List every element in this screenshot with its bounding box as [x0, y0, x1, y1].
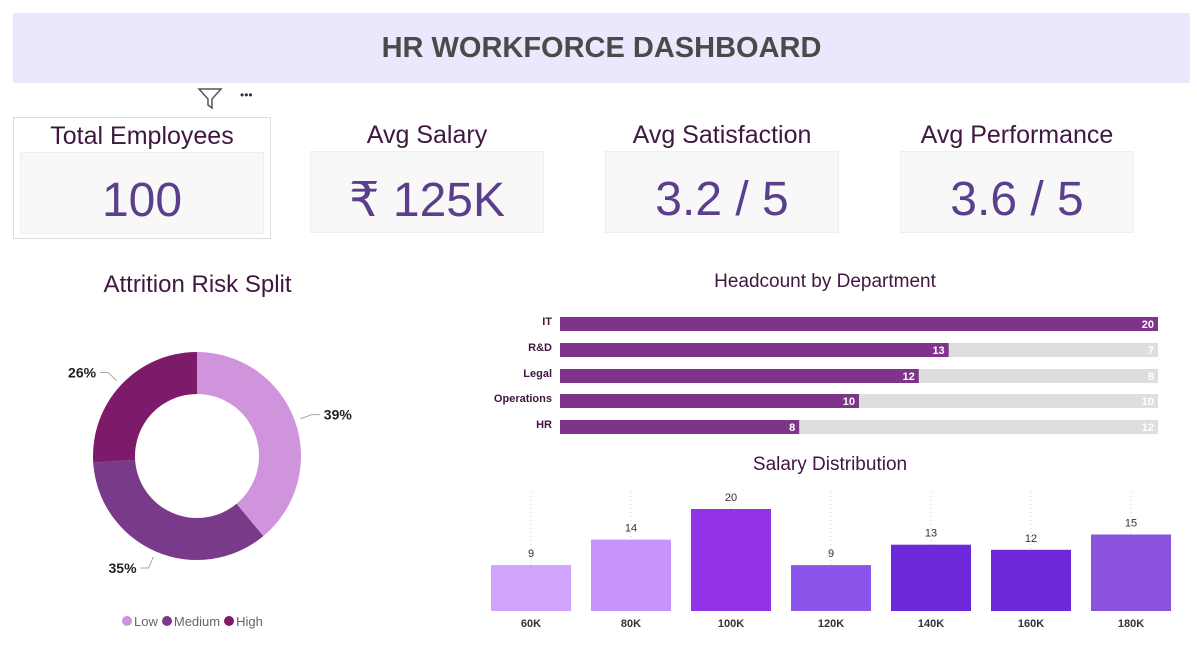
- legend-item-high[interactable]: High: [224, 614, 263, 629]
- leader-line: [300, 414, 320, 420]
- salary-value: 14: [625, 523, 637, 535]
- leader-line: [100, 371, 118, 382]
- page-title: HR WORKFORCE DASHBOARD: [381, 31, 822, 64]
- salary-bar: [791, 565, 871, 611]
- salary-tick-label: 120K: [818, 618, 844, 630]
- kpi-card-avg-salary[interactable]: Avg Salary ₹ 125K: [304, 117, 550, 237]
- headcount-bar: [560, 369, 919, 383]
- kpi-label: Avg Satisfaction: [632, 121, 812, 149]
- dashboard-header: HR WORKFORCE DASHBOARD: [13, 13, 1190, 83]
- leader-line: [140, 556, 154, 569]
- headcount-value: 12: [903, 371, 915, 383]
- remainder-value: 10: [1142, 396, 1154, 408]
- headcount-bar: [560, 317, 1158, 331]
- attrition-legend: Low Medium High: [122, 614, 263, 629]
- salary-value: 9: [528, 548, 534, 560]
- salary-bar: [491, 565, 571, 611]
- salary-bar-chart: 9 60K 14 80K 20 100K 9 120K 13 140K 12 160K 15 180K: [491, 492, 1171, 630]
- salary-bar: [991, 549, 1071, 611]
- kpi-label: Total Employees: [50, 122, 234, 150]
- donut-slice-medium: [93, 459, 264, 560]
- salary-value: 12: [1025, 533, 1037, 545]
- donut-slice-high: [93, 352, 197, 463]
- remainder-value: 8: [1148, 371, 1154, 383]
- remainder-value: 7: [1148, 345, 1154, 357]
- slice-label: 39%: [324, 407, 353, 423]
- filter-icon[interactable]: [197, 86, 223, 115]
- salary-tick-label: 80K: [621, 618, 641, 630]
- remainder-value: 12: [1142, 422, 1154, 434]
- salary-value: 20: [725, 492, 737, 504]
- salary-bar: [691, 509, 771, 611]
- kpi-label: Avg Performance: [920, 121, 1114, 149]
- headcount-bar: [560, 394, 859, 408]
- salary-tick-label: 100K: [718, 618, 744, 630]
- salary-tick-label: 140K: [918, 618, 944, 630]
- donut-slice-low: [197, 352, 301, 537]
- kpi-value: 100: [101, 174, 183, 227]
- headcount-bar: [560, 420, 800, 434]
- dept-label: Operations: [493, 393, 552, 405]
- salary-tick-label: 180K: [1118, 618, 1144, 630]
- dept-label: HR: [536, 419, 552, 431]
- kpi-value: ₹ 125K: [349, 174, 505, 227]
- salary-tick-label: 160K: [1018, 618, 1044, 630]
- headcount-value: 20: [1142, 319, 1154, 331]
- headcount-bar: [560, 343, 949, 357]
- dept-label: R&D: [528, 342, 552, 354]
- headcount-bar-chart: 20 13 7 12 8 10 10 8 12: [560, 317, 1158, 434]
- legend-item-low[interactable]: Low: [122, 614, 158, 629]
- kpi-card-avg-performance[interactable]: Avg Performance 3.6 / 5: [894, 117, 1140, 237]
- kpi-value: 3.2 / 5: [655, 173, 789, 226]
- salary-value: 13: [925, 528, 937, 540]
- dept-label: IT: [542, 316, 552, 328]
- kpi-value: 3.6 / 5: [950, 173, 1084, 226]
- kpi-card-total-employees[interactable]: Total Employees 100: [13, 117, 271, 239]
- headcount-value: 10: [843, 396, 855, 408]
- kpi-label: Avg Salary: [366, 121, 488, 149]
- salary-bar: [591, 539, 671, 611]
- headcount-value: 13: [932, 345, 944, 357]
- headcount-chart-title: Headcount by Department: [714, 271, 936, 292]
- salary-value: 15: [1125, 518, 1137, 530]
- headcount-value: 8: [789, 422, 795, 434]
- salary-chart-title: Salary Distribution: [752, 454, 908, 475]
- salary-value: 9: [828, 548, 834, 560]
- kpi-card-avg-satisfaction[interactable]: Avg Satisfaction 3.2 / 5: [599, 117, 845, 237]
- slice-label: 35%: [109, 560, 138, 576]
- attrition-chart-title: Attrition Risk Split: [103, 271, 292, 298]
- salary-bar: [1091, 534, 1171, 611]
- salary-bar: [891, 544, 971, 611]
- slice-label: 26%: [68, 364, 97, 380]
- attrition-donut-chart: 39% 35% 26%: [68, 352, 353, 576]
- legend-item-medium[interactable]: Medium: [161, 614, 220, 629]
- salary-tick-label: 60K: [521, 618, 541, 630]
- more-options-button[interactable]: •••: [240, 88, 253, 102]
- dept-label: Legal: [523, 368, 552, 380]
